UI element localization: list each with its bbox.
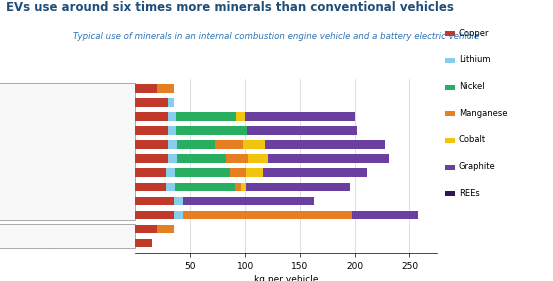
Bar	[246, 168, 263, 177]
Bar	[135, 140, 168, 149]
Text: Manganese: Manganese	[459, 109, 508, 118]
Bar	[265, 140, 385, 149]
Bar	[177, 140, 216, 149]
Bar	[174, 197, 182, 205]
Bar	[135, 183, 166, 191]
Bar	[158, 225, 174, 233]
Bar	[168, 155, 177, 163]
Bar	[168, 140, 177, 149]
Bar	[0, 83, 135, 220]
Bar	[135, 84, 158, 93]
Bar	[216, 140, 243, 149]
Bar	[135, 197, 174, 205]
Text: Nickel: Nickel	[459, 82, 484, 91]
Bar	[235, 183, 241, 191]
Bar	[174, 211, 182, 219]
Bar	[176, 112, 236, 121]
Bar	[352, 211, 418, 219]
Bar	[166, 168, 175, 177]
Bar	[175, 183, 235, 191]
Bar	[135, 211, 174, 219]
Bar	[243, 140, 265, 149]
Bar	[247, 126, 357, 135]
Text: Graphite: Graphite	[459, 162, 495, 171]
Bar	[0, 224, 135, 248]
Bar	[168, 98, 174, 107]
Bar	[177, 155, 226, 163]
Bar	[268, 155, 389, 163]
Text: EVs use around six times more minerals than conventional vehicles: EVs use around six times more minerals t…	[6, 1, 453, 14]
X-axis label: kg per vehicle: kg per vehicle	[254, 275, 319, 281]
Bar	[182, 197, 314, 205]
Bar	[236, 112, 245, 121]
Bar	[135, 155, 168, 163]
Bar	[241, 183, 246, 191]
Bar	[135, 168, 166, 177]
Bar	[229, 168, 246, 177]
Bar	[263, 168, 367, 177]
Bar	[182, 211, 352, 219]
Bar	[135, 225, 158, 233]
Text: Typical use of minerals in an internal combustion engine vehicle and a battery e: Typical use of minerals in an internal c…	[74, 32, 479, 41]
Bar	[246, 183, 350, 191]
Text: Copper: Copper	[459, 29, 489, 38]
Bar	[135, 112, 168, 121]
Text: Cobalt: Cobalt	[459, 135, 486, 144]
Bar	[226, 155, 248, 163]
Bar	[248, 155, 268, 163]
Bar	[176, 126, 247, 135]
Bar	[135, 126, 168, 135]
Text: Lithium: Lithium	[459, 55, 491, 64]
Bar	[166, 183, 175, 191]
Bar	[158, 84, 174, 93]
Bar	[245, 112, 354, 121]
Bar	[135, 98, 168, 107]
Text: REEs: REEs	[459, 189, 480, 198]
Bar	[175, 168, 229, 177]
Bar	[135, 239, 152, 247]
Bar	[168, 126, 176, 135]
Bar	[168, 112, 176, 121]
